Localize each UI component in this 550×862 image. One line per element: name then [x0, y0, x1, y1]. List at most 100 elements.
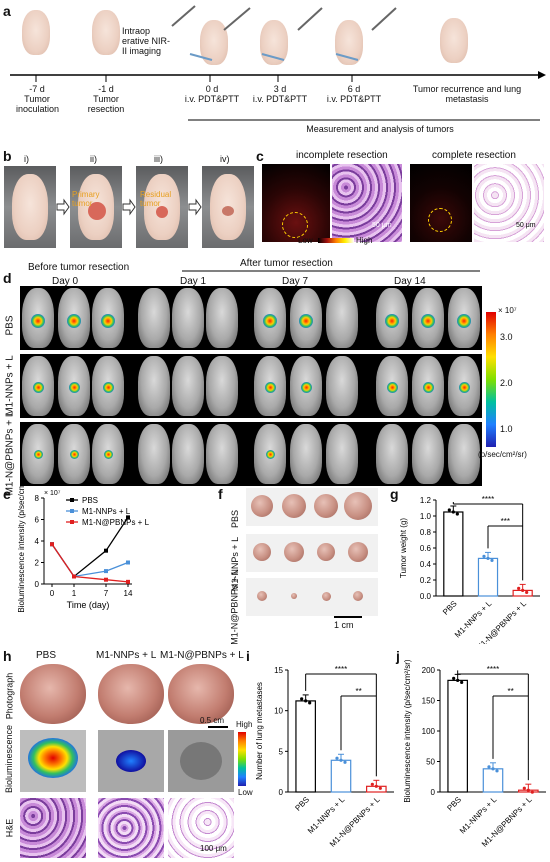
scale-bar-label: 100 μm — [200, 844, 227, 853]
signal-spot — [265, 450, 275, 459]
column-label: PBS — [36, 650, 57, 661]
surgery-photo — [70, 166, 122, 248]
panel-label-h: h — [3, 648, 12, 664]
data-point — [486, 556, 490, 560]
signal-spot — [421, 314, 435, 328]
signal-spot — [300, 382, 312, 393]
panel-label-b: b — [3, 148, 12, 164]
data-point — [104, 548, 108, 553]
colorbar-tick: 1.0 — [500, 424, 513, 434]
tumor-specimen — [257, 591, 267, 601]
residual-tumor-label: Residual tumor — [140, 190, 172, 208]
panel-label-e: e — [3, 486, 11, 502]
row-label: Photograph — [4, 672, 15, 720]
data-point — [451, 510, 455, 514]
data-point — [300, 697, 304, 701]
row-label: H&E — [4, 818, 15, 838]
mouse-image — [206, 424, 238, 484]
y-tick-label: 0 — [431, 788, 436, 797]
tumor-specimen — [284, 542, 304, 562]
before-resection-label: Before tumor resection — [28, 262, 130, 273]
y-tick-label: 1.0 — [420, 512, 432, 521]
series-line — [51, 543, 129, 583]
tumor-specimen — [353, 591, 363, 601]
data-point — [374, 784, 378, 788]
data-point — [521, 588, 525, 592]
data-point — [495, 769, 499, 773]
y-tick-label: 2 — [35, 559, 40, 568]
data-point — [522, 786, 526, 790]
resection-brackets — [182, 270, 480, 272]
panel-label-a: a — [3, 3, 11, 19]
panel-label-d: d — [3, 270, 12, 286]
legend-label: M1-NNPs + L — [82, 507, 131, 516]
y-axis-label: Bioluminescence intensity (p/sec/cm²/sr) — [17, 486, 26, 613]
y-tick-label: 4 — [35, 537, 40, 546]
measurement-label: Measurement and analysis of tumors — [306, 124, 454, 134]
signal-spot — [32, 382, 44, 393]
significance-label: **** — [335, 665, 347, 674]
step-label: i) — [24, 154, 29, 164]
tumor-specimen — [291, 593, 297, 599]
data-point — [455, 512, 459, 516]
x-tick-label: 14 — [124, 589, 133, 598]
primary-tumor-label: Primary tumor — [72, 190, 100, 208]
timeline-event: i.v. PDT&PTT — [326, 94, 382, 104]
signal-spot — [299, 314, 313, 328]
data-point — [104, 577, 108, 582]
colorbar-tick: 3.0 — [500, 332, 513, 342]
data-point — [378, 786, 382, 790]
x-tick-label: PBS — [445, 795, 463, 813]
data-point — [456, 678, 460, 682]
legend-label: M1-N@PBNPs + L — [82, 518, 150, 527]
data-point — [452, 676, 456, 680]
timeline-arrow — [10, 5, 546, 121]
data-point — [482, 554, 486, 558]
signal-spot — [263, 314, 277, 328]
tumor-specimen — [344, 492, 372, 520]
tumor-specimen — [251, 495, 273, 517]
data-point — [490, 558, 494, 562]
row-label: M1-N@PBNPs + L — [4, 411, 16, 495]
y-axis-label: Number of lung metastases — [255, 682, 264, 780]
legend-marker — [70, 509, 74, 513]
step-label: iv) — [220, 154, 230, 164]
signal-spot — [101, 314, 115, 328]
scale-bar-label: 1 cm — [334, 620, 354, 630]
y-tick-label: 0 — [35, 580, 40, 589]
x-tick-label: PBS — [441, 599, 459, 617]
y-tick-label: 0.6 — [420, 544, 432, 553]
timeline-event: i.v. PDT&PTT — [252, 94, 308, 104]
data-point — [526, 788, 530, 792]
signal-spot — [67, 314, 81, 328]
y-tick-label: 50 — [426, 758, 435, 767]
column-label: M1-NNPs + L — [96, 650, 157, 661]
signal-spot — [457, 314, 471, 328]
column-label: M1-N@PBNPs + L — [160, 650, 244, 661]
y-tick-label: 150 — [422, 697, 436, 706]
panel-label-i: i — [246, 648, 250, 664]
panel-label-j: j — [396, 648, 400, 664]
surgery-photo — [202, 166, 254, 248]
y-axis-label: Tumor weight (g) — [399, 518, 408, 579]
tumor-specimen — [317, 543, 335, 561]
significance-label: **** — [487, 665, 499, 674]
x-tick-label: PBS — [293, 795, 311, 813]
colorbar — [318, 238, 354, 243]
data-point — [530, 790, 534, 794]
significance-label: **** — [482, 495, 494, 504]
mouse-image — [172, 356, 204, 416]
step-label: iii) — [154, 154, 163, 164]
data-point — [491, 767, 495, 771]
mouse-image — [138, 424, 170, 484]
data-point — [525, 590, 529, 594]
mouse-image — [206, 356, 238, 416]
bar-chart-j: 0 50 100 150 200 Bioluminescence intensity (p… — [403, 659, 546, 849]
bar — [482, 768, 504, 793]
day-label: Day 1 — [180, 276, 207, 287]
row-label: Bioluminescence — [4, 724, 15, 794]
surgery-photo — [4, 166, 56, 248]
mouse-illustration — [22, 10, 50, 55]
scale-bar-label: 0.5 cm — [200, 716, 225, 725]
